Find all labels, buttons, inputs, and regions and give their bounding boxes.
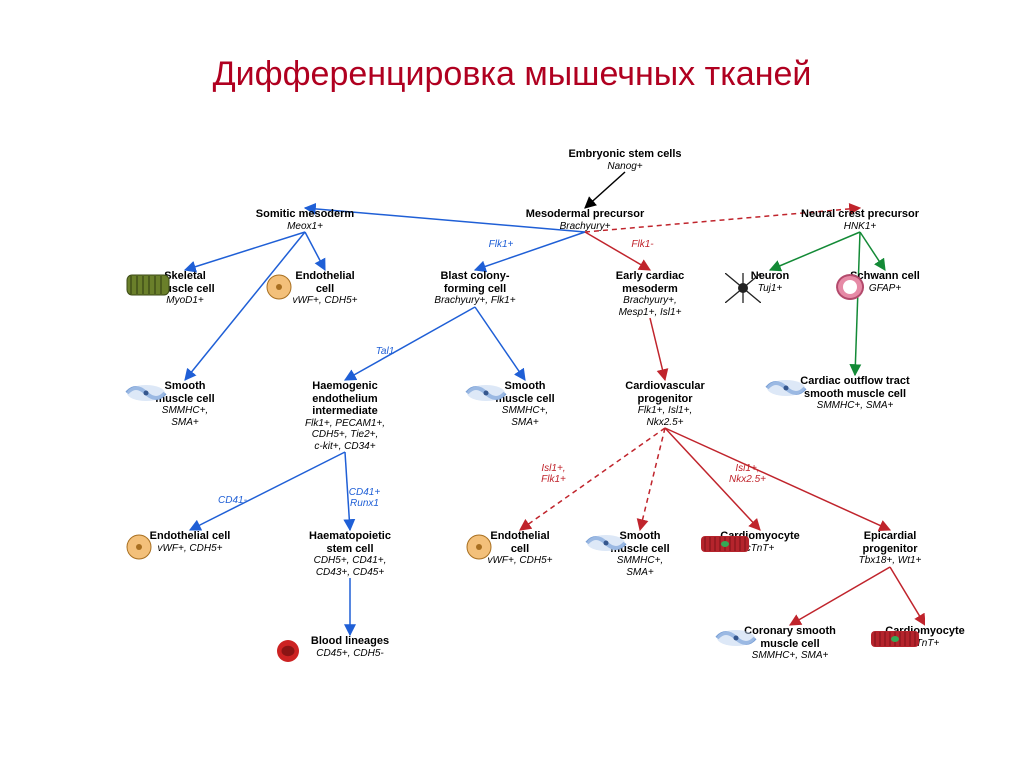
cardio-icon <box>870 628 920 650</box>
node-hemend: Haemogenic endothelium intermediateFlk1+… <box>265 380 425 452</box>
edge-label-hemend-endo2: CD41- <box>203 495 263 506</box>
edge-neural-cot <box>855 232 860 375</box>
page-title: Дифференцировка мышечных тканей <box>0 55 1024 94</box>
edge-label-cvprog-endo3: Isl1+, Flk1+ <box>524 463 584 485</box>
edge-neural-schwann <box>860 232 885 270</box>
node-blood: Blood lineagesCD45+, CDH5- <box>275 635 425 659</box>
edge-earlycm-cvprog <box>650 318 665 380</box>
node-title: Epicardial progenitor <box>830 530 950 555</box>
skeletal-icon <box>125 273 171 297</box>
node-endo2: Endothelial cellvWF+, CDH5+ <box>125 530 255 554</box>
node-neuron: NeuronTuj1+ <box>725 270 815 294</box>
node-markers: SMMHC+, SMA+ <box>125 405 245 428</box>
page-title-text: Дифференцировка мышечных тканей <box>213 55 812 93</box>
edge-mesopre-bcf <box>475 232 585 270</box>
node-neural: Neural crest precursorHNK1+ <box>765 208 955 232</box>
node-cm1: CardiomyocytecTnT+ <box>700 530 820 554</box>
node-endo3: Endothelial cellvWF+, CDH5+ <box>465 530 575 567</box>
node-title: Embryonic stem cells <box>525 148 725 161</box>
node-smc3: Smooth muscle cellSMMHC+, SMA+ <box>585 530 695 578</box>
edge-esc-mesopre <box>585 172 625 208</box>
smc-icon <box>715 628 757 648</box>
node-markers: Flk1+, PECAM1+, CDH5+, Tie2+, c-kit+, CD… <box>265 418 425 453</box>
edge-neural-neuron <box>770 232 860 270</box>
edge-bcf-smc2 <box>475 307 525 380</box>
node-title: Cardiovascular progenitor <box>595 380 735 405</box>
node-title: Haematopoietic stem cell <box>275 530 425 555</box>
edge-label-hemend-haemsc: CD41+ Runx1 <box>335 487 395 509</box>
node-markers: MyoD1+ <box>125 295 245 307</box>
smc-icon <box>585 533 627 553</box>
edge-bcf-hemend <box>345 307 475 380</box>
node-title: Haemogenic endothelium intermediate <box>265 380 425 418</box>
node-somitic: Somitic mesodermMeox1+ <box>215 208 395 232</box>
node-markers: Flk1+, Isl1+, Nkx2.5+ <box>595 405 735 428</box>
node-markers: Meox1+ <box>215 221 395 233</box>
node-earlycm: Early cardiac mesodermBrachyury+, Mesp1+… <box>575 270 725 318</box>
node-mesopre: Mesodermal precursorBrachyury+ <box>490 208 680 232</box>
edge-somitic-endo1 <box>305 232 325 270</box>
node-endo1: Endothelial cellvWF+, CDH5+ <box>265 270 385 307</box>
node-schwann: Schwann cellGFAP+ <box>835 270 935 294</box>
node-title: Somitic mesoderm <box>215 208 395 221</box>
edge-epi-corsmc <box>790 567 890 625</box>
node-bcf: Blast colony- forming cellBrachyury+, Fl… <box>405 270 545 307</box>
edge-somitic-skel <box>185 232 305 270</box>
node-cot: Cardiac outflow tract smooth muscle cell… <box>765 375 945 412</box>
cardio-icon <box>700 533 750 555</box>
smc-icon <box>125 383 167 403</box>
node-markers: Brachyury+ <box>490 221 680 233</box>
differentiation-tree-diagram: Embryonic stem cellsNanog+ Somitic mesode… <box>95 140 925 700</box>
edge-cvprog-smc3 <box>640 428 665 530</box>
blood-icon <box>275 638 301 664</box>
endo-icon <box>465 533 493 561</box>
node-markers: Brachyury+, Flk1+ <box>405 295 545 307</box>
edge-epi-cm2 <box>890 567 925 625</box>
node-markers: Tbx18+, Wt1+ <box>830 555 950 567</box>
edge-mesopre-earlycm <box>585 232 650 270</box>
edge-label-mesopre-earlycm: Flk1- <box>613 239 673 250</box>
smc-icon <box>765 378 807 398</box>
node-cvprog: Cardiovascular progenitorFlk1+, Isl1+, N… <box>595 380 735 428</box>
edge-cvprog-epi <box>665 428 890 530</box>
node-epi: Epicardial progenitorTbx18+, Wt1+ <box>830 530 950 567</box>
node-skel: Skeletal muscle cellMyoD1+ <box>125 270 245 307</box>
node-cm2: CardiomyocytecTnT+ <box>870 625 980 649</box>
node-markers: SMMHC+, SMA+ <box>585 555 695 578</box>
node-title: Mesodermal precursor <box>490 208 680 221</box>
schwann-icon <box>835 273 865 301</box>
node-esc: Embryonic stem cellsNanog+ <box>525 148 725 172</box>
node-markers: Nanog+ <box>525 161 725 173</box>
node-title: Early cardiac mesoderm <box>575 270 725 295</box>
node-corsmc: Coronary smooth muscle cellSMMHC+, SMA+ <box>715 625 865 662</box>
edge-label-bcf-hemend: Tal1 <box>355 346 415 357</box>
node-markers: SMMHC+, SMA+ <box>715 650 865 662</box>
node-title: Neural crest precursor <box>765 208 955 221</box>
endo-icon <box>125 533 153 561</box>
node-markers: CDH5+, CD41+, CD43+, CD45+ <box>275 555 425 578</box>
node-markers: SMMHC+, SMA+ <box>465 405 585 428</box>
edge-label-mesopre-bcf: Flk1+ <box>471 239 531 250</box>
smc-icon <box>465 383 507 403</box>
edge-label-cvprog-cm1: Isl1+, Nkx2.5+ <box>718 463 778 485</box>
node-markers: SMMHC+, SMA+ <box>765 400 945 412</box>
node-title: Blast colony- forming cell <box>405 270 545 295</box>
node-markers: HNK1+ <box>765 221 955 233</box>
node-haemsc: Haematopoietic stem cellCDH5+, CD41+, CD… <box>275 530 425 578</box>
neuron-icon <box>725 273 761 303</box>
endo-icon <box>265 273 293 301</box>
node-smc1: Smooth muscle cellSMMHC+, SMA+ <box>125 380 245 428</box>
node-smc2: Smooth muscle cellSMMHC+, SMA+ <box>465 380 585 428</box>
node-markers: Brachyury+, Mesp1+, Isl1+ <box>575 295 725 318</box>
edge-hemend-endo2 <box>190 452 345 530</box>
